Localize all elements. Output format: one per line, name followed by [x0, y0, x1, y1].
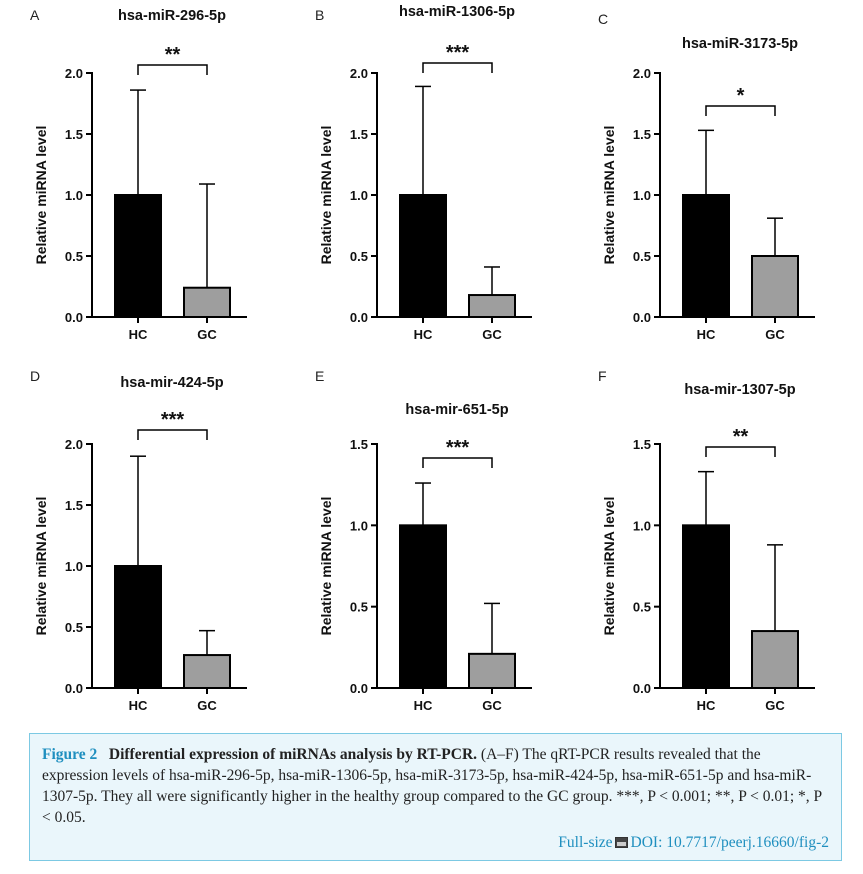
significance-bracket: [422, 62, 493, 73]
caption-links: Full-size DOI: 10.7717/peerj.16660/fig-2: [558, 834, 829, 852]
y-tick-label: 1.0: [65, 188, 83, 203]
significance-stars: *: [737, 85, 745, 107]
figure-caption: Figure 2 Differential expression of miRN…: [29, 733, 842, 861]
fullsize-link[interactable]: Full-size: [558, 834, 613, 851]
caption-title: Differential expression of miRNAs analys…: [108, 746, 478, 763]
doi-link[interactable]: DOI: 10.7717/peerj.16660/fig-2: [630, 834, 829, 851]
y-tick-label: 1.5: [65, 127, 83, 142]
panel-letter: F: [598, 368, 607, 384]
y-tick-label: 1.5: [350, 437, 368, 452]
y-tick-label: 1.0: [350, 188, 368, 203]
significance-bracket: [422, 457, 493, 468]
y-tick-label: 1.5: [633, 437, 651, 452]
bar-hc: [682, 194, 730, 318]
y-tick-label: 1.0: [633, 188, 651, 203]
x-tick-label: GC: [482, 327, 502, 342]
panel-letter: E: [315, 368, 324, 384]
y-tick-label: 0.0: [65, 310, 83, 325]
panel-title: hsa-miR-296-5p: [118, 8, 226, 24]
panel-title: hsa-mir-424-5p: [120, 375, 223, 391]
y-tick-label: 0.0: [350, 310, 368, 325]
caption-body: (A–F) The qRT-PCR results revealed that …: [42, 746, 822, 826]
x-tick-label: GC: [197, 698, 217, 713]
panel-title: hsa-miR-3173-5p: [682, 36, 798, 52]
significance-stars: ***: [446, 437, 470, 459]
x-tick-label: HC: [697, 327, 716, 342]
significance-stars: ***: [446, 42, 470, 64]
y-axis-label: Relative miRNA level: [33, 497, 49, 636]
y-tick-label: 0.0: [633, 681, 651, 696]
panel-title: hsa-mir-651-5p: [405, 402, 508, 418]
y-tick-label: 1.0: [65, 559, 83, 574]
bar-hc: [114, 565, 162, 689]
y-tick-label: 1.5: [350, 127, 368, 142]
significance-bracket: [137, 429, 208, 440]
x-tick-label: HC: [414, 698, 433, 713]
bar-hc: [682, 524, 730, 689]
x-tick-label: HC: [129, 327, 148, 342]
y-tick-label: 2.0: [633, 66, 651, 81]
image-icon[interactable]: [614, 837, 628, 848]
significance-stars: **: [733, 426, 749, 448]
bar-hc: [399, 524, 447, 689]
y-tick-label: 1.5: [633, 127, 651, 142]
x-tick-label: HC: [697, 698, 716, 713]
y-tick-label: 1.0: [350, 518, 368, 533]
y-axis-label: Relative miRNA level: [601, 126, 617, 265]
significance-bracket: [705, 446, 776, 457]
panel-letter: C: [598, 11, 608, 27]
significance-bracket: [137, 64, 208, 75]
y-tick-label: 2.0: [65, 66, 83, 81]
bar-hc: [399, 194, 447, 318]
y-axis-label: Relative miRNA level: [33, 126, 49, 265]
bar-gc: [751, 255, 799, 318]
panel-title: hsa-mir-1307-5p: [684, 382, 795, 398]
y-tick-label: 0.5: [350, 600, 368, 615]
x-tick-label: HC: [129, 698, 148, 713]
y-tick-label: 0.5: [350, 249, 368, 264]
y-tick-label: 2.0: [350, 66, 368, 81]
x-tick-label: GC: [482, 698, 502, 713]
y-axis-label: Relative miRNA level: [318, 126, 334, 265]
figure-label: Figure 2: [42, 746, 98, 763]
x-tick-label: GC: [197, 327, 217, 342]
significance-bracket: [705, 105, 776, 116]
y-tick-label: 2.0: [65, 437, 83, 452]
x-tick-label: GC: [765, 698, 785, 713]
bar-hc: [114, 194, 162, 318]
y-tick-label: 0.5: [633, 600, 651, 615]
bar-gc: [468, 652, 516, 690]
y-axis-label: Relative miRNA level: [601, 497, 617, 636]
panel-letter: D: [30, 368, 40, 384]
bar-gc: [183, 654, 231, 689]
panel-letter: A: [30, 7, 40, 23]
y-tick-label: 0.5: [65, 620, 83, 635]
panel-title: hsa-miR-1306-5p: [399, 4, 515, 20]
y-tick-label: 0.5: [633, 249, 651, 264]
panel-letter: B: [315, 7, 324, 23]
y-tick-label: 1.5: [65, 498, 83, 513]
y-tick-label: 0.0: [350, 681, 368, 696]
x-tick-label: HC: [414, 327, 433, 342]
y-axis-label: Relative miRNA level: [318, 497, 334, 636]
y-tick-label: 1.0: [633, 518, 651, 533]
x-tick-label: GC: [765, 327, 785, 342]
caption-text: Figure 2 Differential expression of miRN…: [42, 744, 829, 828]
bar-gc: [468, 294, 516, 319]
significance-stars: **: [165, 44, 181, 66]
bar-gc: [183, 286, 231, 319]
y-tick-label: 0.0: [65, 681, 83, 696]
significance-stars: ***: [161, 409, 185, 431]
y-tick-label: 0.5: [65, 249, 83, 264]
y-tick-label: 0.0: [633, 310, 651, 325]
bar-gc: [751, 630, 799, 689]
